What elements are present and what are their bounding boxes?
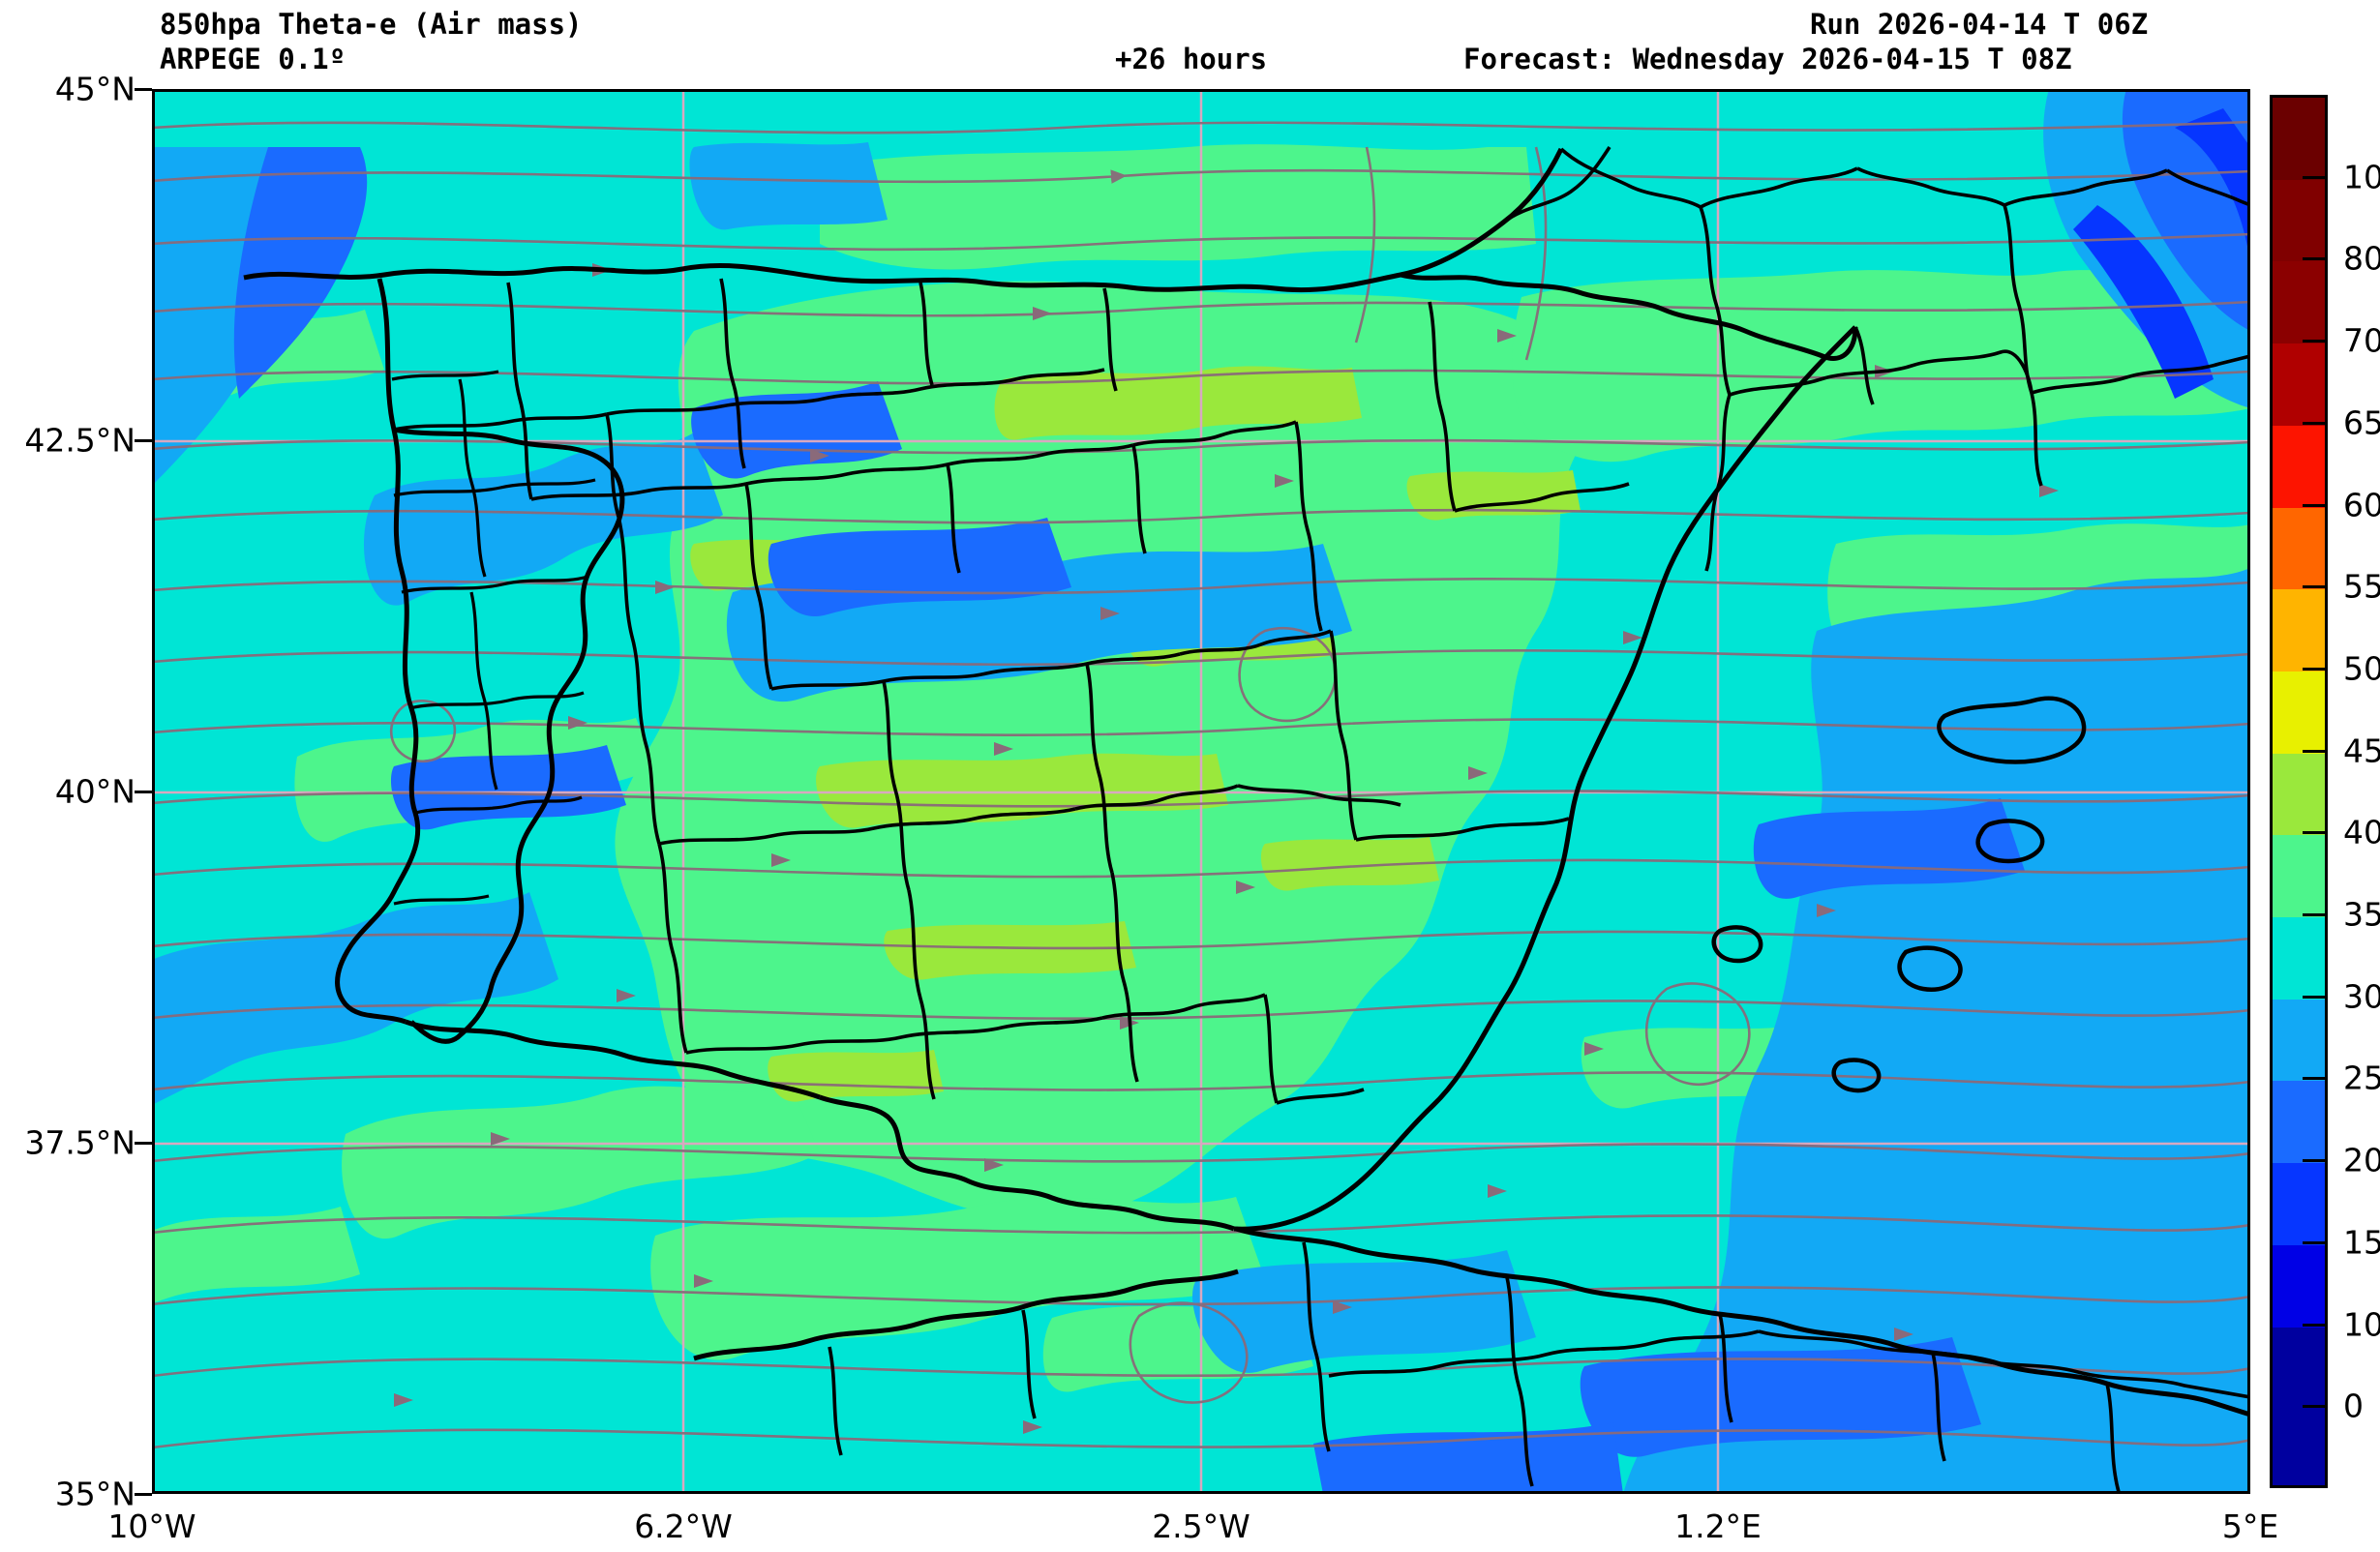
colorbar-segment (2273, 261, 2325, 345)
colorbar-tick-label: 20 (2343, 1141, 2380, 1179)
colorbar-tick-label: 55 (2343, 567, 2380, 606)
ytick-mark-37-5n (135, 1142, 152, 1145)
colorbar-tick-label: 80 (2343, 239, 2380, 278)
colorbar-tick-mark (2303, 257, 2328, 261)
colorbar-tick-label: 65 (2343, 403, 2380, 442)
colorbar-tick-mark (2303, 175, 2328, 179)
colorbar-segment (2273, 343, 2325, 427)
colorbar-segment (2273, 1244, 2325, 1328)
colorbar-tick-label: 25 (2343, 1059, 2380, 1097)
colorbar-segment (2273, 98, 2325, 181)
colorbar-segment (2273, 1081, 2325, 1165)
colorbar-segment (2273, 1163, 2325, 1246)
colorbar-tick-label: 100 (2343, 158, 2380, 196)
ytick-label-42-5n: 42.5°N (24, 421, 136, 460)
lead-time-label: +26 hours (1115, 43, 1268, 75)
colorbar[interactable] (2270, 95, 2328, 1488)
ytick-label-40n: 40°N (54, 772, 136, 811)
colorbar-segment (2273, 835, 2325, 919)
forecast-valid-label: Forecast: Wednesday 2026-04-15 T 08Z (1463, 43, 2072, 75)
ytick-mark-45n (135, 88, 152, 91)
colorbar-segment (2273, 1327, 2325, 1411)
colorbar-tick-label: 50 (2343, 649, 2380, 688)
wind-streamlines (152, 120, 2250, 1449)
colorbar-tick-mark (2303, 340, 2328, 343)
xtick-label-2-5w: 2.5°W (1152, 1507, 1250, 1545)
colorbar-tick-mark (2303, 1159, 2328, 1163)
model-label: ARPEGE 0.1º (160, 43, 346, 75)
colorbar-tick-mark (2303, 1405, 2328, 1409)
colorbar-tick-label: 35 (2343, 895, 2380, 934)
colorbar-segment (2273, 425, 2325, 509)
colorbar-segment (2273, 753, 2325, 837)
ytick-mark-42-5n (135, 439, 152, 442)
xtick-label-6-2w: 6.2°W (634, 1507, 733, 1545)
colorbar-tick-label: 70 (2343, 321, 2380, 360)
colorbar-tick-mark (2303, 1240, 2328, 1244)
streamline-arrowheads (394, 263, 2059, 1434)
fill-regions-15 (2073, 108, 2250, 399)
ytick-label-37-5n: 37.5°N (24, 1123, 136, 1162)
colorbar-tick-mark (2303, 667, 2328, 671)
run-time-label: Run 2026-04-14 T 06Z (1810, 8, 2149, 41)
colorbar-tick-label: 45 (2343, 731, 2380, 770)
colorbar-tick-mark (2303, 585, 2328, 589)
colorbar-tick-label: 30 (2343, 977, 2380, 1016)
colorbar-tick-mark (2303, 913, 2328, 917)
colorbar-segment (2273, 1409, 2325, 1485)
ytick-label-45n: 45°N (54, 70, 136, 108)
colorbar-tick-mark (2303, 503, 2328, 507)
xtick-label-1-2e: 1.2°E (1674, 1507, 1762, 1545)
colorbar-tick-label: 0 (2343, 1387, 2364, 1425)
colorbar-segment (2273, 999, 2325, 1083)
colorbar-tick-mark (2303, 831, 2328, 835)
colorbar-tick-mark (2303, 1077, 2328, 1081)
colorbar-segment (2273, 671, 2325, 755)
colorbar-tick-mark (2303, 1323, 2328, 1327)
coastlines-and-borders (243, 146, 2250, 1493)
colorbar-tick-mark (2303, 749, 2328, 753)
colorbar-segment (2273, 179, 2325, 263)
colorbar-segment (2273, 507, 2325, 591)
colorbar-tick-label: 60 (2343, 486, 2380, 524)
xtick-label-10w: 10°W (107, 1507, 196, 1545)
colorbar-tick-label: 40 (2343, 813, 2380, 851)
colorbar-tick-label: 10 (2343, 1305, 2380, 1344)
colorbar-tick-mark (2303, 995, 2328, 999)
ytick-mark-35n (135, 1493, 152, 1496)
ytick-label-35n: 35°N (54, 1475, 136, 1513)
colorbar-segment (2273, 917, 2325, 1000)
colorbar-tick-label: 15 (2343, 1223, 2380, 1262)
map-svg (152, 89, 2250, 1494)
map-canvas[interactable] (152, 89, 2250, 1494)
xtick-label-5e: 5°E (2221, 1507, 2279, 1545)
colorbar-segment (2273, 589, 2325, 672)
ytick-mark-40n (135, 791, 152, 793)
chart-title: 850hpa Theta-e (Air mass) (160, 8, 583, 41)
colorbar-tick-mark (2303, 421, 2328, 425)
